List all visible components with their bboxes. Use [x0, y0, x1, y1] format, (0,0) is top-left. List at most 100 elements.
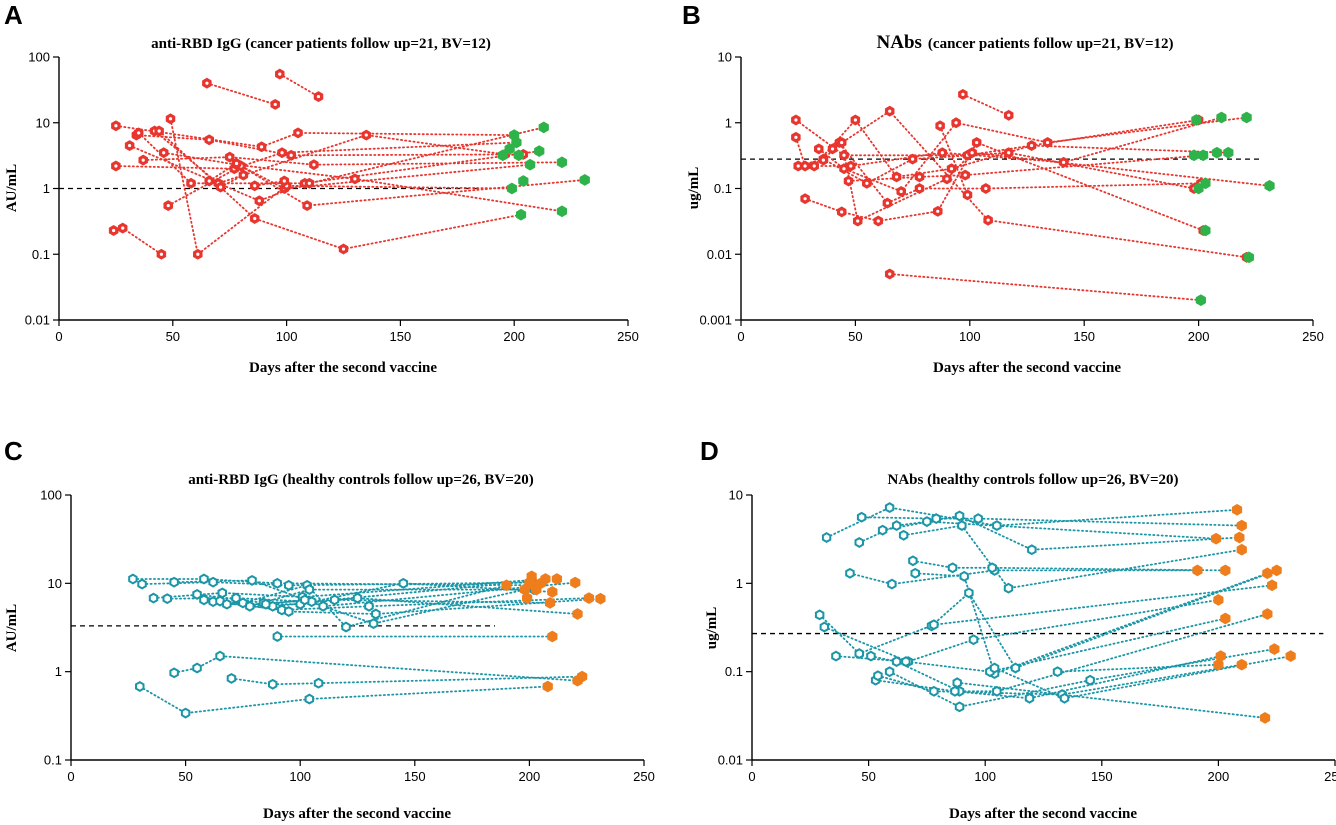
p3-data-point	[245, 600, 255, 612]
p2-data-point-center	[812, 164, 816, 168]
p2-y-tick-label: 0.1	[714, 181, 732, 196]
p1-data-point-center	[341, 247, 346, 251]
p2-data-point-center	[817, 147, 821, 151]
p1-booster-point	[525, 158, 536, 171]
p1-data-point-center	[189, 181, 193, 185]
p2-data-point-center	[846, 179, 851, 183]
p2-y-tick-label: 0.01	[707, 247, 732, 262]
p1-data-point-center	[259, 145, 264, 149]
p2-booster-point	[1195, 294, 1206, 307]
p1-x-tick-label: 50	[166, 329, 180, 344]
p4-data-point	[891, 520, 902, 532]
panel-c: C anti-RBD IgG (healthy controls follow …	[4, 436, 655, 822]
p1-y-tick-label: 0.01	[25, 313, 50, 328]
p3-data-point	[352, 592, 363, 604]
p2-x-tick-label: 200	[1188, 329, 1210, 344]
p4-y-tick-label: 1	[736, 576, 743, 591]
p4-data-point	[929, 685, 939, 697]
p2-data-point-center	[1029, 143, 1034, 148]
chart-title-b: NAbs (cancer patients follow up=21, BV=12…	[877, 32, 1174, 53]
p2-data-point-center	[840, 140, 844, 145]
p4-data-point	[821, 532, 832, 543]
p4-booster-point	[1236, 658, 1247, 671]
p4-series-line	[881, 514, 1241, 551]
p3-data-point	[368, 618, 379, 630]
p1-data-point-center	[241, 173, 245, 177]
p4-y-tick-label: 10	[729, 488, 743, 503]
p4-data-point	[992, 520, 1002, 532]
p4-data-point	[954, 701, 965, 713]
p2-x-tick-label: 50	[848, 329, 862, 344]
p1-data-point-center	[312, 163, 316, 167]
p3-series-line	[152, 578, 547, 599]
p3-series-line	[173, 655, 579, 682]
p2-data-point-center	[1062, 160, 1066, 164]
p4-data-point	[931, 513, 941, 525]
p2-data-point-center	[917, 175, 922, 179]
p4-booster-point	[1266, 579, 1278, 592]
p4-data-point	[854, 648, 864, 660]
p2-data-point-center	[794, 135, 798, 139]
p4-booster-point	[1213, 594, 1224, 606]
p1-series-line	[208, 162, 586, 207]
p4-series-line	[1056, 663, 1220, 673]
p1-data-point-center	[278, 72, 282, 76]
p4-data-point	[1003, 582, 1014, 594]
p1-data-point-center	[253, 216, 257, 221]
p2-data-point-center	[849, 164, 853, 168]
p3-data-point	[215, 595, 225, 607]
p4-data-point	[845, 567, 855, 579]
chart-title-c: anti-RBD IgG (healthy controls follow up…	[188, 472, 534, 488]
p4-series-line	[825, 506, 1238, 539]
p2-data-point-center	[965, 193, 970, 197]
p2-data-point-center	[936, 209, 940, 213]
p2-series-line	[822, 141, 1202, 205]
p4-data-point	[929, 619, 939, 631]
p2-data-point-center	[888, 272, 892, 276]
p2-y-tick-label: 10	[718, 50, 732, 65]
p1-data-point-center	[196, 252, 200, 256]
p2-data-point-center	[963, 173, 967, 177]
p4-data-point	[1059, 692, 1070, 704]
p4-series-line	[860, 516, 1243, 527]
p1-series-line	[142, 156, 563, 166]
p2-booster-point	[1243, 251, 1255, 264]
p1-data-point-center	[205, 81, 209, 85]
p1-booster-point	[579, 174, 590, 186]
p1-x-tick-label: 150	[390, 329, 412, 344]
p4-data-point	[819, 621, 829, 633]
p1-data-point-center	[137, 131, 141, 135]
p2-data-point-center	[984, 186, 988, 191]
p2-y-tick-label: 1	[725, 115, 732, 130]
p3-data-point	[329, 594, 340, 606]
p3-booster-point	[547, 630, 558, 643]
p1-series-line	[169, 117, 513, 256]
p4-data-point	[910, 567, 920, 579]
p3-y-tick-label: 100	[40, 488, 62, 503]
p2-data-point-center	[794, 118, 798, 122]
p1-data-point-center	[112, 228, 116, 233]
p3-data-point	[272, 631, 282, 642]
p3-booster-point	[501, 579, 512, 592]
p4-data-point	[1027, 544, 1037, 556]
chart-title-b-strong: NAbs	[877, 32, 922, 53]
p1-data-point-center	[280, 151, 284, 155]
p4-series-line	[818, 584, 1273, 655]
p1-series-line	[253, 180, 286, 187]
p4-data-point	[952, 677, 962, 689]
p1-series-line	[158, 130, 522, 250]
p3-booster-point	[570, 576, 581, 589]
p4-booster-point	[1285, 650, 1296, 662]
p1-x-tick-label: 100	[276, 329, 298, 344]
p1-y-tick-label: 10	[36, 115, 50, 130]
p4-data-point	[989, 662, 1000, 674]
p4-data-point	[1024, 692, 1035, 704]
p3-series-line	[248, 588, 535, 608]
p2-data-point-center	[876, 219, 880, 223]
p4-data-point	[898, 529, 909, 541]
p4-series-line	[849, 569, 1199, 586]
p2-data-point-center	[894, 175, 899, 179]
p3-y-tick-label: 0.1	[44, 753, 62, 768]
panel-letter-c: C	[4, 436, 23, 466]
